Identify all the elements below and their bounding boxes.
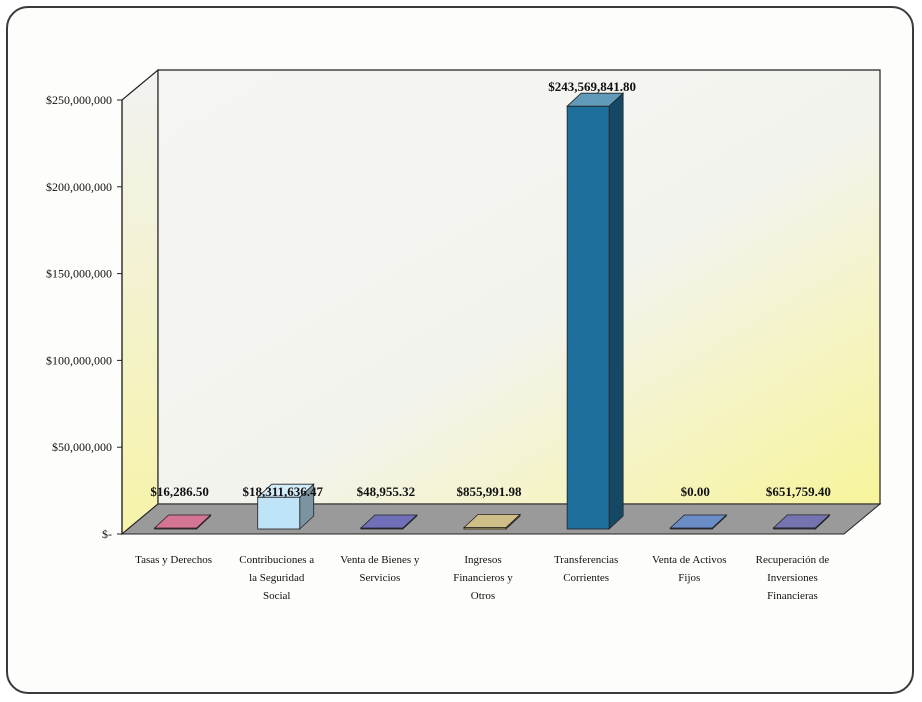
bar (153, 514, 212, 530)
bar-top (772, 514, 831, 529)
bar-front (257, 496, 301, 530)
data-label: $243,569,841.80 (548, 79, 636, 94)
bar (566, 92, 625, 530)
bar (256, 483, 315, 530)
x-tick-label: Recuperación de Inversiones Financieras (756, 554, 830, 602)
bar-top (359, 514, 418, 529)
left-wall (121, 68, 159, 536)
bar-top (256, 483, 315, 498)
x-tick-label: Venta de Activos Fijos (652, 554, 727, 584)
data-label: $16,286.50 (150, 484, 209, 499)
x-axis: Tasas y Derechos Contribuciones a la Segur… (122, 533, 844, 602)
data-labels: $16,286.50 $18,311,636.47 $48,955.32 $855,9… (150, 79, 831, 499)
x-tick-label: Ingresos Financieros y Otros (453, 554, 513, 602)
bar-top (669, 514, 728, 529)
y-tick-label: $100,000,000 (46, 353, 112, 367)
data-label: $18,311,636.47 (242, 484, 323, 499)
data-label: $48,955.32 (357, 484, 416, 499)
bar-top (153, 514, 212, 529)
bar-top (462, 514, 522, 528)
y-axis: $- $50,000,000 $100,000,000 $150,000,000 $20… (46, 93, 123, 541)
data-label: $0.00 (681, 484, 710, 499)
x-tick-label: Tasas y Derechos (135, 554, 212, 566)
bar (772, 513, 831, 530)
bar (359, 514, 418, 530)
bar (462, 513, 522, 530)
data-label: $651,759.40 (766, 484, 831, 499)
y-tick-label: $50,000,000 (52, 440, 112, 454)
y-tick-label: $250,000,000 (46, 93, 112, 107)
y-tick-label: $200,000,000 (46, 180, 112, 194)
x-tick-label: Venta de Bienes y Servicios (340, 554, 420, 584)
chart-walls (120, 68, 882, 536)
data-label: $855,991.98 (457, 484, 523, 499)
back-wall (157, 69, 881, 505)
bar (669, 514, 728, 530)
y-tick-label: $- (102, 527, 112, 541)
y-tick-label: $150,000,000 (46, 267, 112, 281)
x-tick-label: Transferencias Corrientes (554, 554, 618, 584)
bars-group (153, 92, 831, 530)
bar-top (566, 92, 625, 107)
x-tick-label: Contribuciones a la Seguridad Social (239, 554, 314, 602)
bar-front (566, 105, 610, 530)
bar-side (608, 92, 624, 530)
